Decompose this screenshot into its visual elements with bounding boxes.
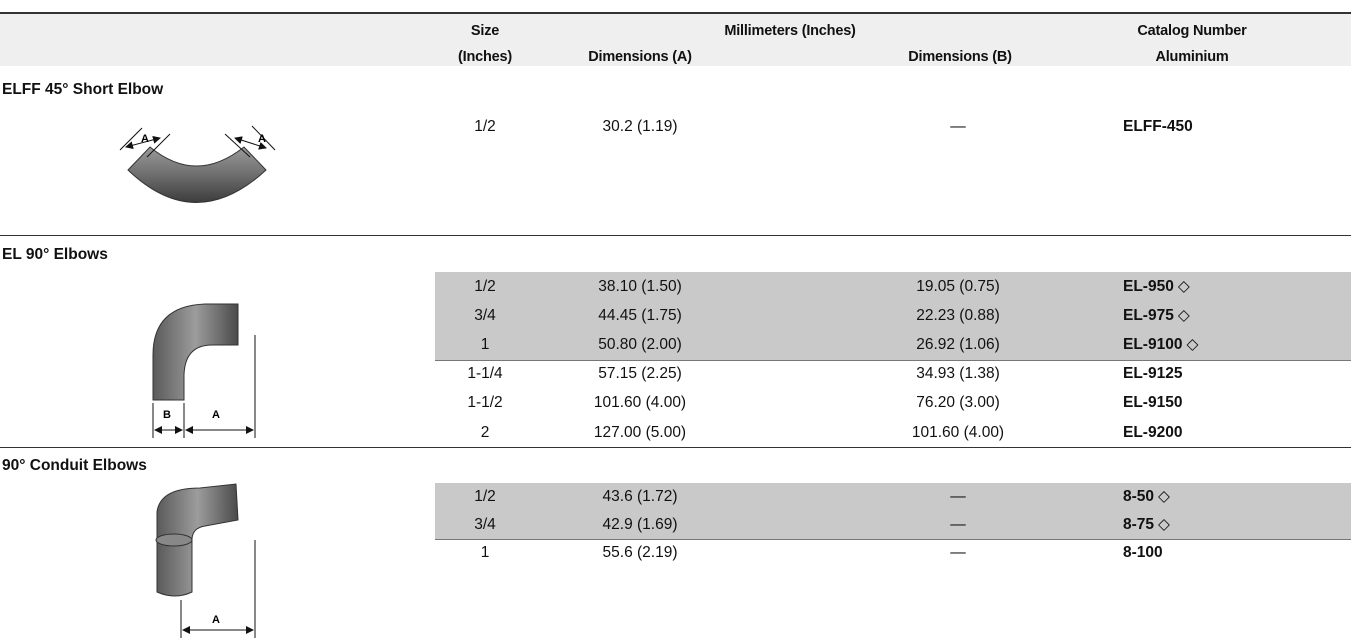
dim-a-cell: 30.2 (1.19) bbox=[602, 118, 678, 135]
catalog-note: ◇ bbox=[1158, 488, 1170, 505]
dim-a-cell: 42.9 (1.69) bbox=[602, 516, 678, 533]
catalog-cell: EL-950 ◇ bbox=[1123, 278, 1190, 296]
catalog-number: 8-100 bbox=[1123, 544, 1163, 561]
figure-label: B bbox=[163, 409, 171, 421]
size-cell: 3/4 bbox=[474, 307, 496, 325]
catalog-cell: EL-9125 bbox=[1123, 365, 1182, 383]
catalog-cell: 8-50 ◇ bbox=[1123, 488, 1170, 506]
dim-a-cell: 55.6 (2.19) bbox=[602, 544, 678, 561]
size-cell: 1 bbox=[480, 336, 490, 354]
catalog-number: EL-950 bbox=[1123, 278, 1174, 295]
figure-label: A bbox=[141, 133, 149, 145]
header-dim-a: Dimensions (A) bbox=[588, 49, 692, 65]
catalog-cell: EL-975 ◇ bbox=[1123, 307, 1190, 325]
size-cell: 3/4 bbox=[474, 516, 496, 533]
catalog-cell: EL-9100 ◇ bbox=[1123, 336, 1198, 354]
catalog-number: 8-75 bbox=[1123, 516, 1155, 533]
size-cell: 1/2 bbox=[474, 118, 496, 135]
row-rule bbox=[435, 359, 1351, 361]
dim-a-cell: 127.00 (5.00) bbox=[593, 423, 687, 441]
dim-b-cell: 34.93 (1.38) bbox=[916, 365, 1000, 383]
row-shade bbox=[435, 511, 1351, 539]
catalog-cell: 8-100 bbox=[1123, 544, 1163, 562]
dim-a-cell: 38.10 (1.50) bbox=[598, 278, 682, 295]
figure-label: A bbox=[212, 614, 220, 626]
size-cell: 1 bbox=[480, 544, 490, 561]
dim-a-cell: 101.60 (4.00) bbox=[593, 394, 687, 412]
row-shade bbox=[435, 330, 1351, 360]
dim-a-cell: 43.6 (1.72) bbox=[602, 488, 678, 505]
catalog-cell: ELFF-450 bbox=[1123, 118, 1193, 136]
catalog-number: EL-9125 bbox=[1123, 365, 1183, 383]
catalog-number: 8-50 bbox=[1123, 488, 1155, 505]
dim-b-cell: 22.23 (0.88) bbox=[916, 307, 1000, 325]
dim-b-cell: 19.05 (0.75) bbox=[916, 278, 1000, 295]
dim-b-cell: — bbox=[950, 118, 966, 135]
catalog-note: ◇ bbox=[1177, 278, 1190, 295]
catalog-note: ◇ bbox=[1186, 336, 1199, 354]
dim-b-cell: 26.92 (1.06) bbox=[916, 336, 1000, 354]
catalog-cell: EL-9150 bbox=[1123, 394, 1182, 412]
dim-a-cell: 50.80 (2.00) bbox=[598, 336, 682, 354]
figure-label: A bbox=[212, 409, 220, 421]
top-rule bbox=[0, 12, 1351, 14]
catalog-number: EL-9100 bbox=[1123, 336, 1183, 354]
dim-b-cell: 76.20 (3.00) bbox=[916, 394, 1000, 412]
size-cell: 2 bbox=[480, 423, 490, 441]
size-cell: 1/2 bbox=[474, 278, 496, 295]
dim-b-cell: 101.60 (4.00) bbox=[911, 423, 1005, 441]
header-catalog: Catalog Number bbox=[1137, 23, 1247, 39]
catalog-cell: EL-9200 bbox=[1123, 424, 1182, 442]
header-size-unit: (Inches) bbox=[458, 49, 512, 65]
size-cell: 1/2 bbox=[474, 488, 496, 505]
section-rule bbox=[0, 447, 1351, 448]
dim-b-cell: — bbox=[950, 544, 966, 561]
catalog-note: ◇ bbox=[1158, 516, 1170, 533]
size-cell: 1-1/4 bbox=[467, 365, 503, 383]
section-title: 90° Conduit Elbows bbox=[2, 457, 147, 474]
dim-a-cell: 57.15 (2.25) bbox=[598, 365, 682, 383]
section-title: ELFF 45° Short Elbow bbox=[2, 81, 164, 98]
catalog-note: ◇ bbox=[1177, 307, 1190, 325]
header-band bbox=[0, 12, 1351, 66]
row-shade bbox=[435, 272, 1351, 302]
header-dim-b: Dimensions (B) bbox=[908, 49, 1012, 65]
conduit-elbow-figure bbox=[155, 483, 256, 638]
dim-b-cell: — bbox=[950, 488, 966, 505]
size-cell: 1-1/2 bbox=[467, 394, 503, 412]
dim-a-cell: 44.45 (1.75) bbox=[598, 307, 682, 325]
figure-label: A bbox=[258, 133, 266, 145]
row-shade bbox=[435, 301, 1351, 331]
catalog-number: ELFF-450 bbox=[1123, 118, 1193, 135]
catalog-number: EL-9200 bbox=[1123, 423, 1183, 441]
header-material: Aluminium bbox=[1155, 49, 1229, 65]
dim-b-cell: — bbox=[950, 516, 966, 533]
header-millimeters: Millimeters (Inches) bbox=[724, 23, 856, 39]
section-title: EL 90° Elbows bbox=[2, 246, 108, 263]
row-rule bbox=[435, 539, 1351, 540]
section-rule bbox=[0, 235, 1351, 236]
elbow-45-figure bbox=[119, 125, 276, 203]
catalog-number: EL-975 bbox=[1123, 307, 1174, 325]
header-size: Size bbox=[470, 23, 500, 39]
row-shade bbox=[435, 483, 1351, 511]
catalog-number: EL-9150 bbox=[1123, 394, 1183, 412]
elbow-90-figure bbox=[152, 303, 256, 438]
catalog-cell: 8-75 ◇ bbox=[1123, 516, 1170, 534]
